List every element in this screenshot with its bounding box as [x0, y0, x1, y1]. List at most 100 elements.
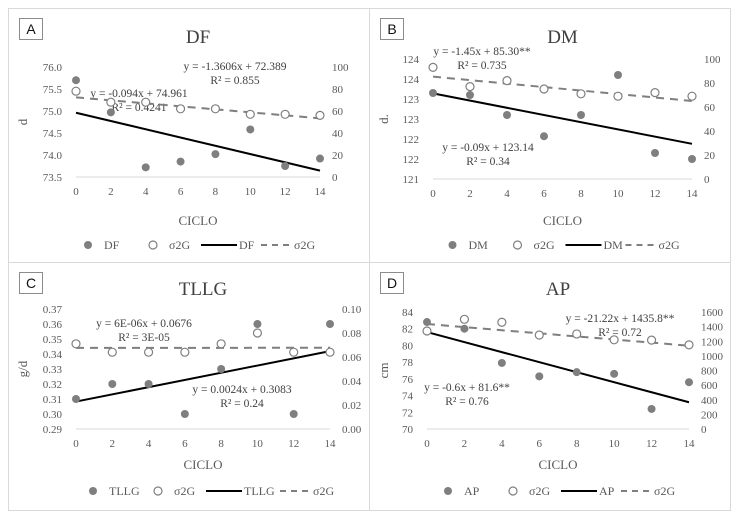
trendline-r2: R² = 0.735 [457, 60, 506, 72]
data-point-sigma2g [684, 340, 694, 350]
chart-b: DM 121 122 122 123 123 124 124 0 20 40 60 80 100 0 2 4 6 8… [376, 27, 721, 252]
y2-tick-label: 0 [701, 424, 707, 436]
panel-label: A [19, 18, 43, 40]
trendline-r2: R² = 0.34 [466, 156, 510, 168]
data-point-sigma2g [650, 87, 660, 98]
y2-tick-label: 1600 [701, 307, 724, 319]
data-point-ap [647, 404, 656, 413]
legend-label: σ2G [174, 484, 195, 498]
legend-label: σ2G [534, 238, 555, 252]
data-point-tllg [326, 320, 334, 328]
x-tick-label: 10 [252, 438, 264, 450]
legend-marker-open [148, 240, 158, 250]
trendline-mean [75, 350, 331, 403]
data-point-sigma2g [609, 335, 619, 345]
legend-label: AP [599, 484, 615, 498]
legend-label: DF [239, 238, 255, 252]
legend-marker-open [508, 486, 518, 496]
legend-label: TLLG [244, 484, 275, 498]
data-point-sigma2g [497, 317, 507, 327]
legend-marker-filled [448, 241, 457, 249]
data-point-df [246, 125, 255, 134]
data-point-ap [572, 368, 581, 377]
data-point-df [106, 108, 115, 117]
legend-label: σ2G [169, 238, 190, 252]
trendline-equation: y = -21.22x + 1435.8** [566, 313, 675, 325]
chart-c: TLLG 0.29 0.30 0.31 0.32 0.33 0.34 0.35 0.36 0.37… [15, 279, 362, 498]
data-point-ap [497, 358, 506, 367]
data-point-sigma2g [71, 86, 81, 96]
x-tick-label: 4 [504, 188, 510, 200]
y-tick-label: 0.30 [43, 409, 63, 421]
data-point-sigma2g [502, 75, 512, 86]
data-point-df [72, 76, 80, 85]
legend-label: TLLG [109, 484, 140, 498]
panel-label: C [19, 272, 43, 294]
data-point-sigma2g [210, 104, 221, 114]
x-tick-label: 8 [578, 188, 584, 200]
panel-c: TLLG 0.29 0.30 0.31 0.32 0.33 0.34 0.35 0.36 0.37… [8, 262, 370, 511]
x-tick-label: 8 [218, 438, 224, 450]
data-point-sigma2g [175, 104, 186, 114]
y-tick-label: 74 [402, 391, 414, 403]
y2-tick-label: 20 [704, 150, 716, 162]
panel-label: B [380, 18, 404, 40]
x-tick-label: 4 [499, 438, 505, 450]
y-tick-label: 122 [403, 154, 420, 166]
legend-marker-filled [89, 487, 97, 495]
trendline-equation: y = 0.0024x + 0.3083 [192, 384, 291, 396]
y2-tick-label: 0.08 [342, 328, 362, 340]
data-point-tllg [180, 410, 189, 418]
trendline-mean [75, 111, 321, 172]
data-point-tllg [253, 320, 262, 328]
data-point-dm [614, 71, 622, 79]
data-point-tllg [217, 365, 226, 373]
data-point-sigma2g [613, 91, 623, 101]
trendline-mean [432, 92, 693, 145]
data-point-ap [685, 378, 693, 387]
x-tick-label: 12 [650, 188, 661, 200]
trendline-equation: y = -0.6x + 81.6** [424, 382, 510, 394]
data-point-sigma2g [428, 62, 438, 73]
trendline-mean [426, 331, 690, 404]
data-point-ap [460, 324, 469, 333]
x-tick-label: 14 [684, 438, 696, 450]
x-tick-label: 2 [110, 438, 116, 450]
y2-tick-label: 40 [332, 128, 344, 140]
data-point-sigma2g [289, 347, 299, 357]
y2-tick-label: 0.04 [342, 376, 362, 388]
data-point-df [211, 150, 220, 159]
x-tick-label: 14 [315, 186, 327, 198]
y-tick-label: 124 [403, 74, 420, 86]
data-point-dm [540, 132, 548, 141]
trendline-r2: R² = 0.24 [220, 398, 264, 410]
y2-tick-label: 100 [332, 62, 349, 74]
data-point-df [176, 157, 185, 166]
x-axis-label: CICLO [184, 457, 223, 472]
x-tick-label: 10 [613, 188, 625, 200]
y-tick-label: 74.0 [43, 150, 63, 162]
x-tick-label: 6 [182, 438, 188, 450]
legend-marker-filled [444, 487, 452, 495]
x-tick-label: 8 [213, 186, 219, 198]
panel-a: DF 73.5 74.0 74.5 75.0 75.5 76.0 0 20 40 60 80 100 0 2… [8, 8, 370, 263]
chart-title: DF [186, 27, 210, 48]
data-point-tllg [72, 395, 80, 403]
x-tick-label: 0 [73, 438, 79, 450]
x-tick-label: 12 [288, 438, 299, 450]
data-point-dm [466, 91, 474, 99]
legend-marker-filled [84, 241, 92, 249]
y2-tick-label: 1200 [701, 336, 724, 348]
data-point-sigma2g [459, 314, 470, 324]
data-point-dm [429, 89, 437, 97]
trendline-equation: y = -0.094x + 74.961 [90, 88, 188, 100]
y2-tick-label: 0.00 [342, 424, 362, 436]
chart-title: AP [546, 279, 570, 300]
x-tick-label: 2 [462, 438, 468, 450]
data-point-sigma2g [465, 81, 475, 92]
y-axis-label: d. [376, 114, 391, 124]
data-point-ap [535, 372, 544, 381]
y-tick-label: 75.0 [43, 106, 63, 118]
legend-label: σ2G [654, 484, 675, 498]
y2-tick-label: 0.10 [342, 304, 362, 316]
